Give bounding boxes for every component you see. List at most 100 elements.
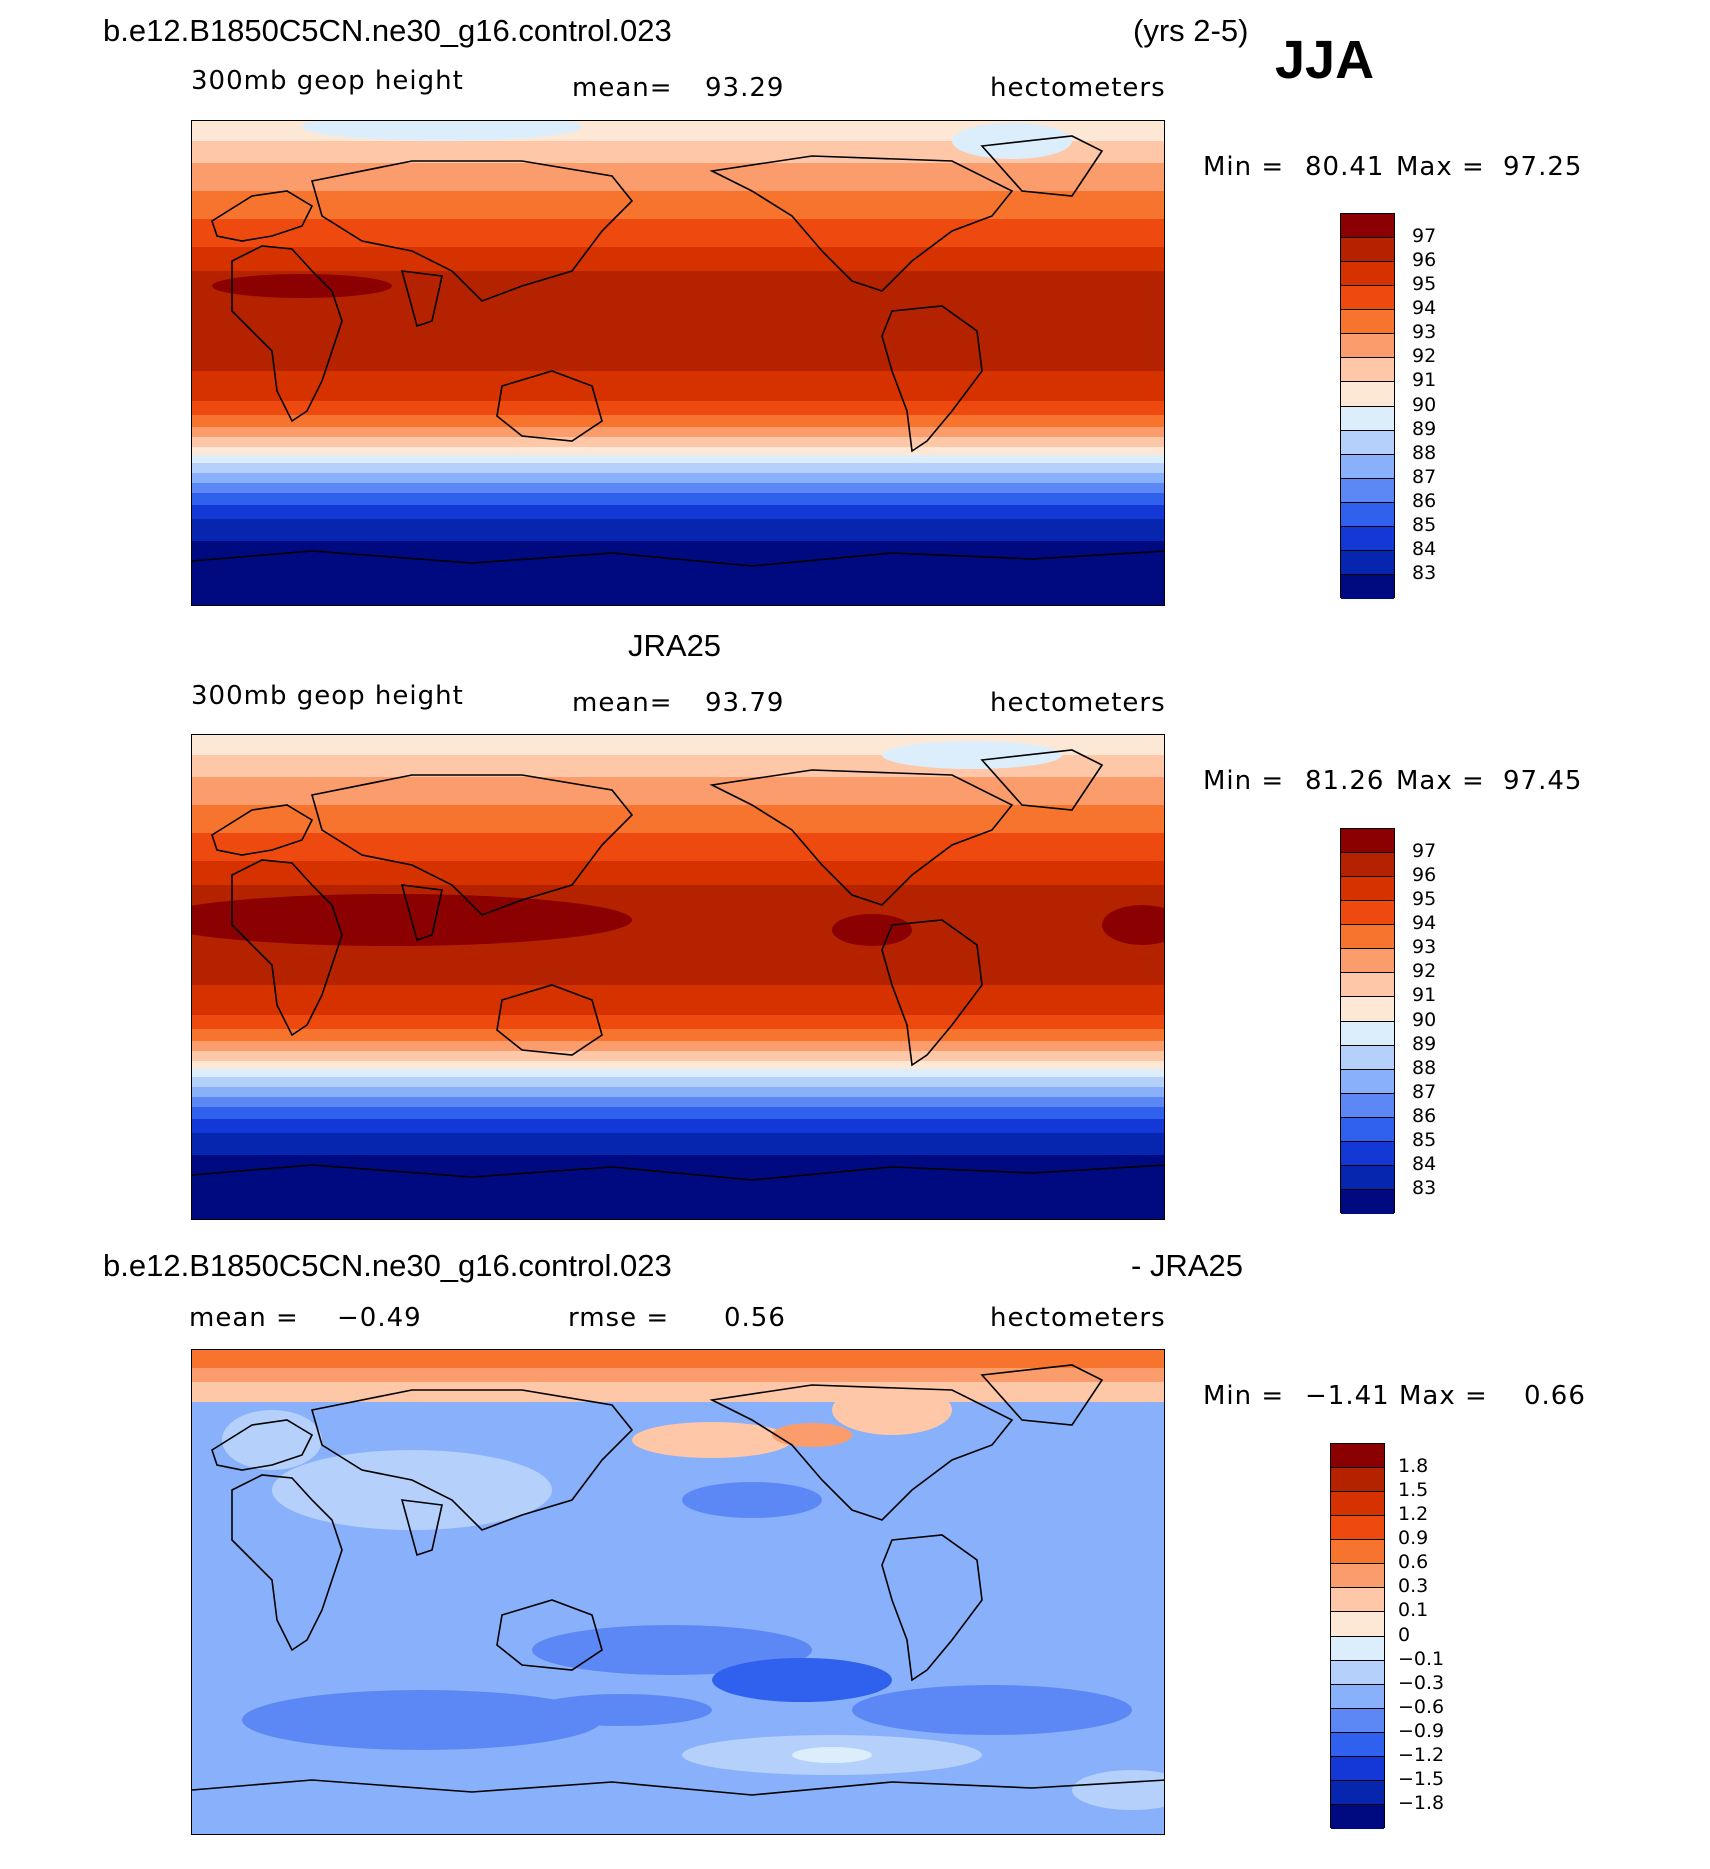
contour-band <box>192 437 1164 447</box>
panel3-mean-value: −0.49 <box>337 1303 422 1333</box>
contour-band <box>192 401 1164 415</box>
panel2-map <box>191 734 1165 1220</box>
colorbar-tick-label: 92 <box>1412 345 1437 368</box>
coastline <box>211 1419 314 1471</box>
contour-band <box>192 805 1164 833</box>
panel1-map <box>191 120 1165 606</box>
colorbar-tick-label: 1.2 <box>1398 1503 1429 1526</box>
colorbar-swatch <box>1341 286 1394 311</box>
contour-band <box>192 415 1164 427</box>
colorbar-tick-label: 94 <box>1412 912 1437 935</box>
coastline <box>310 774 634 916</box>
coastline <box>496 984 603 1056</box>
colorbar-tick-label: 83 <box>1412 1176 1437 1199</box>
contour-blob <box>852 1685 1132 1735</box>
panel3-max-value: 0.66 <box>1524 1381 1586 1411</box>
contour-band <box>192 1155 1164 1219</box>
colorbar-tick-label: 85 <box>1412 513 1437 536</box>
colorbar-tick-label: 91 <box>1412 984 1437 1007</box>
colorbar-tick-label: −1.8 <box>1398 1791 1445 1814</box>
colorbar-swatch <box>1341 1045 1394 1070</box>
colorbar-tick-label: −0.9 <box>1398 1719 1445 1742</box>
contour-band <box>192 1061 1164 1069</box>
contour-band <box>192 455 1164 463</box>
colorbar-swatch <box>1341 238 1394 263</box>
panel1-variable: 300mb geop height <box>191 66 464 96</box>
panel3-map <box>191 1349 1165 1835</box>
coastline <box>231 245 343 423</box>
coastline <box>192 1779 1164 1796</box>
panel3-min-value: −1.41 <box>1305 1381 1390 1411</box>
contour-band <box>192 1119 1164 1133</box>
contour-band <box>192 1029 1164 1041</box>
colorbar-swatch <box>1341 262 1394 287</box>
colorbar-swatch <box>1341 1189 1394 1214</box>
colorbar-tick-label: 96 <box>1412 864 1437 887</box>
colorbar-swatch <box>1341 973 1394 998</box>
coastline <box>709 769 1014 906</box>
colorbar-tick-label: 0.1 <box>1398 1599 1429 1622</box>
panel2-min-label: Min = <box>1203 766 1285 796</box>
colorbar-swatch <box>1341 1021 1394 1046</box>
contour-band <box>192 219 1164 247</box>
colorbar-swatch <box>1331 1732 1384 1757</box>
colorbar-tick-label: 88 <box>1412 1056 1437 1079</box>
contour-band <box>192 505 1164 519</box>
panel3-rmse-label: rmse = <box>568 1303 670 1333</box>
contour-band <box>192 493 1164 505</box>
colorbar-tick-label: 93 <box>1412 321 1437 344</box>
contour-blob <box>792 1747 872 1763</box>
colorbar-swatch <box>1341 949 1394 974</box>
coastline <box>310 1389 634 1531</box>
colorbar-swatch <box>1331 1540 1384 1565</box>
colorbar-swatch <box>1341 310 1394 335</box>
contour-band <box>192 833 1164 861</box>
colorbar-swatch <box>1331 1516 1384 1541</box>
case-name: b.e12.B1850C5CN.ne30_g16.control.023 <box>103 13 672 48</box>
contour-band <box>192 1350 1164 1368</box>
colorbar-tick-label: 88 <box>1412 441 1437 464</box>
coastline <box>980 1364 1104 1426</box>
colorbar-swatch <box>1341 574 1394 599</box>
contour-band <box>192 1041 1164 1051</box>
panel1-min-label: Min = <box>1203 152 1285 182</box>
panel3-rmse-value: 0.56 <box>724 1303 786 1333</box>
contour-blob <box>1102 905 1164 945</box>
colorbar-swatch <box>1341 925 1394 950</box>
colorbar-tick-label: 91 <box>1412 369 1437 392</box>
contour-blob <box>772 1423 852 1447</box>
colorbar-tick-label: −1.2 <box>1398 1743 1445 1766</box>
colorbar-tick-label: 90 <box>1412 1008 1437 1031</box>
colorbar-tick-label: −0.6 <box>1398 1695 1445 1718</box>
contour-blob <box>682 1482 822 1518</box>
coastline <box>709 155 1014 292</box>
contour-band <box>192 1133 1164 1155</box>
contour-band <box>192 1368 1164 1382</box>
coastline <box>310 160 634 302</box>
colorbar-tick-label: 92 <box>1412 960 1437 983</box>
panel1-min-value: 80.41 <box>1305 152 1385 182</box>
contour-band <box>192 519 1164 541</box>
contour-band <box>192 447 1164 455</box>
colorbar-swatch <box>1331 1492 1384 1517</box>
colorbar-tick-label: 93 <box>1412 936 1437 959</box>
colorbar-tick-label: 95 <box>1412 888 1437 911</box>
colorbar-tick-label: 95 <box>1412 273 1437 296</box>
panel1-mean-value: 93.29 <box>705 73 785 103</box>
colorbar-swatch <box>1341 358 1394 383</box>
contour-band <box>192 463 1164 473</box>
colorbar-tick-label: 0.9 <box>1398 1527 1429 1550</box>
coastline <box>192 1164 1164 1181</box>
coastline <box>496 1599 603 1671</box>
contour-band <box>192 861 1164 885</box>
coastline <box>400 884 443 942</box>
colorbar-swatch <box>1341 334 1394 359</box>
colorbar-swatch <box>1341 853 1394 878</box>
contour-blob <box>222 1410 322 1470</box>
contour-band <box>192 1382 1164 1402</box>
panel2-mean-value: 93.79 <box>705 688 785 718</box>
colorbar-tick-label: 96 <box>1412 249 1437 272</box>
panel1-units: hectometers <box>990 73 1166 103</box>
contour-band <box>192 985 1164 1015</box>
colorbar-swatch <box>1341 382 1394 407</box>
